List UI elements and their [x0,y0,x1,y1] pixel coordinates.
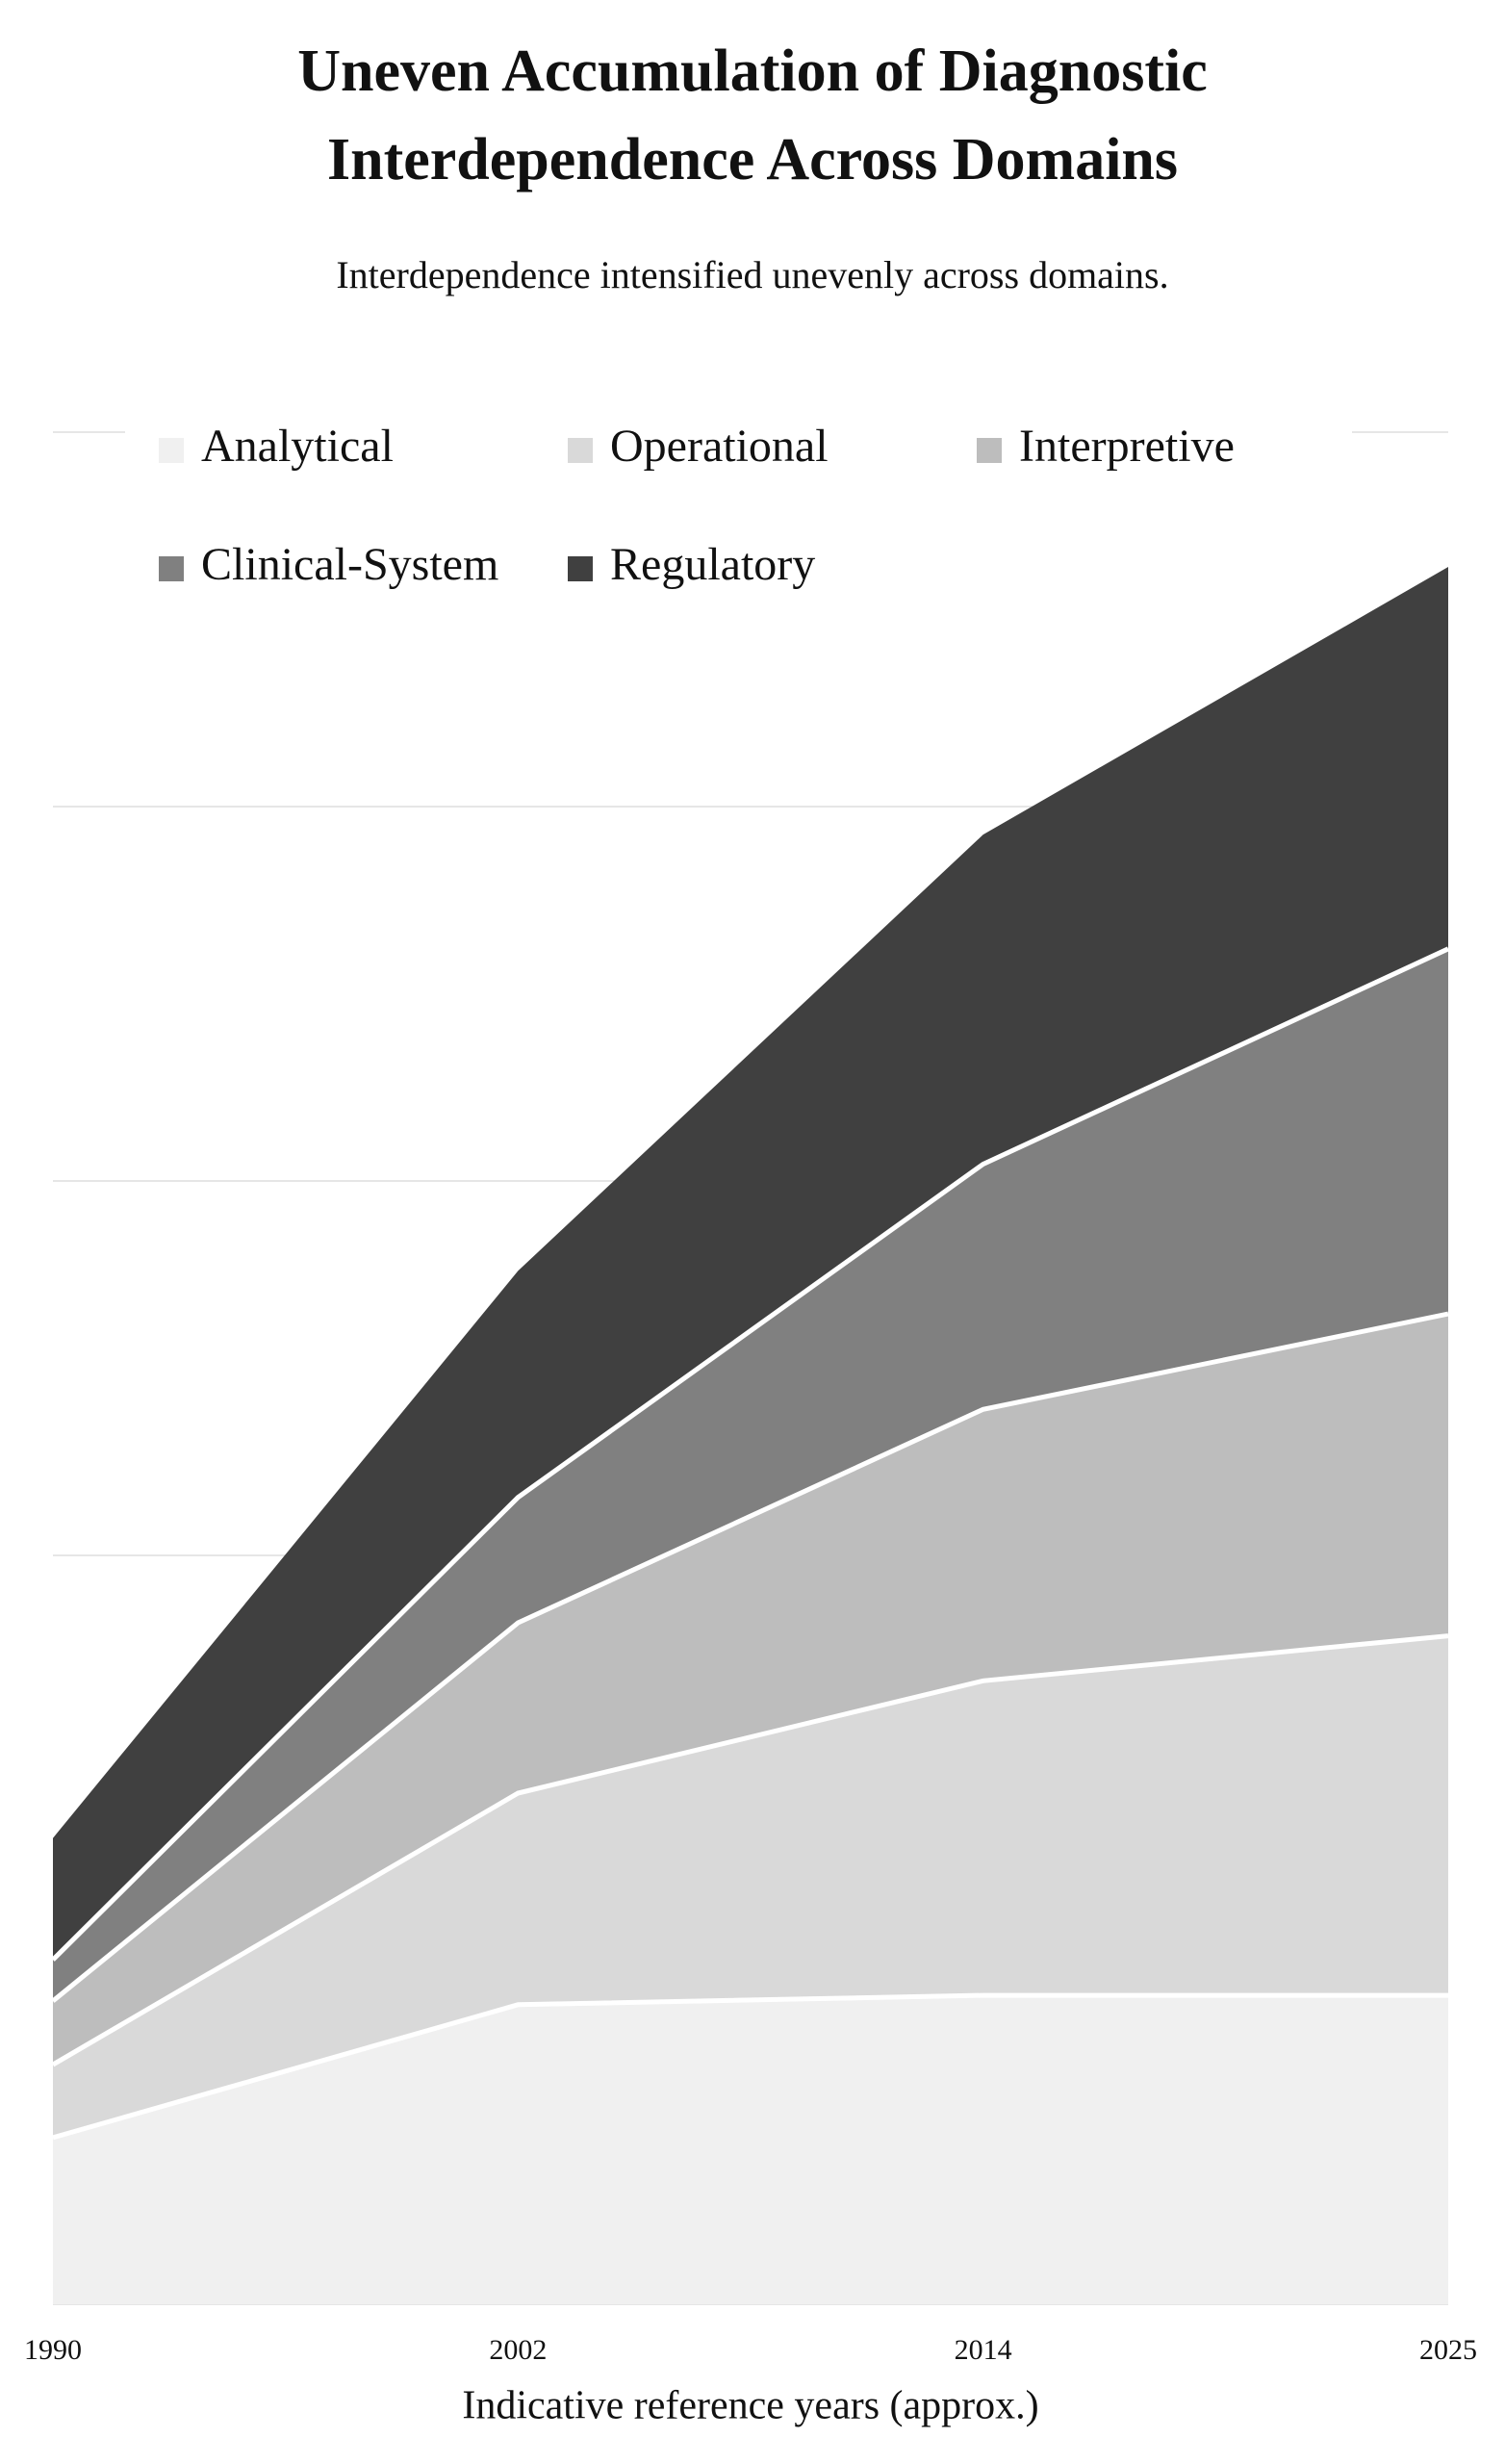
legend-swatch [568,438,593,463]
x-tick-label: 2025 [1419,2334,1477,2366]
legend-label: Interpretive [1019,421,1235,472]
area-edge [52,1992,1448,2141]
legend-label: Analytical [201,421,394,472]
area [53,1314,1448,2066]
area-edge [51,1633,1449,2067]
area-edge [51,946,1450,1962]
chart-title: Uneven Accumulation of Diagnostic Interd… [297,38,1208,192]
legend-label: Regulatory [610,539,815,590]
x-tick-label: 2002 [489,2334,547,2366]
area [53,1635,1448,2138]
legend-label: Operational [610,421,829,472]
x-tick-label: 1990 [24,2334,82,2366]
legend-swatch [159,556,184,581]
legend-swatch [977,438,1002,463]
area [53,1995,1448,2304]
chart-subtitle: Interdependence intensified unevenly acr… [336,253,1169,296]
area-edge [51,1311,1449,2003]
x-tick-label: 2014 [955,2334,1012,2366]
legend-swatch [159,438,184,463]
legend-label: Clinical-System [201,539,498,590]
x-axis-title: Indicative reference years (approx.) [462,2384,1038,2428]
area [53,948,1448,2001]
legend-background [125,414,1352,606]
legend-swatch [568,556,593,581]
